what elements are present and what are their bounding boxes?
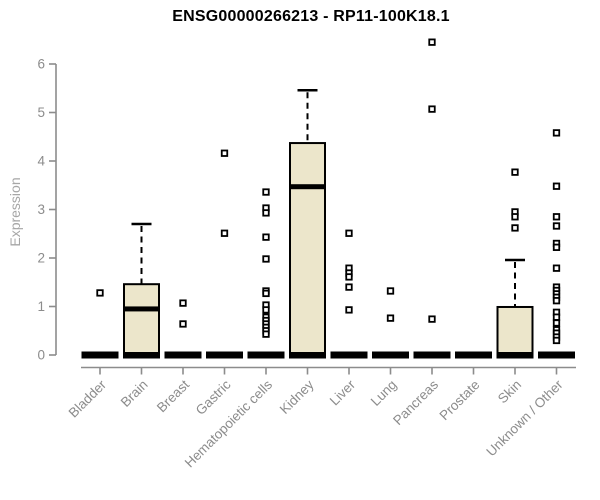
outlier-unknown-other-6 <box>552 264 561 272</box>
outlier-bladder-0 <box>96 289 104 297</box>
x-tick-label-pancreas: Pancreas <box>390 377 441 428</box>
y-tick-label-1: 1 <box>37 299 45 314</box>
box-brain <box>123 283 160 356</box>
outlier-lung-0 <box>386 287 395 295</box>
collapsed-box-lung <box>372 351 409 359</box>
outlier-unknown-other-13 <box>552 313 561 321</box>
y-tick-label-5: 5 <box>37 105 45 120</box>
x-tick-label-bladder: Bladder <box>66 377 110 421</box>
outlier-unknown-other-2 <box>552 213 561 221</box>
x-tick-label-liver: Liver <box>327 377 359 409</box>
outlier-liver-4 <box>345 283 353 291</box>
outlier-liver-3 <box>345 273 353 281</box>
outlier-pancreas-2 <box>428 315 436 323</box>
outlier-breast-1 <box>179 320 187 328</box>
outlier-hematopoietic-cells-8 <box>262 306 270 314</box>
median-brain <box>123 306 160 312</box>
outlier-hematopoietic-cells-0 <box>262 188 270 196</box>
outlier-unknown-other-14 <box>552 319 561 327</box>
outlier-hematopoietic-cells-6 <box>262 289 270 298</box>
x-tick-label-lung: Lung <box>368 377 400 409</box>
outlier-unknown-other-5 <box>552 243 561 251</box>
x-tick-label-unknown-other: Unknown / Other <box>483 377 566 460</box>
chart-title: ENSG00000266213 - RP11-100K18.1 <box>172 8 450 25</box>
box-skin <box>496 305 534 356</box>
collapsed-box-bladder <box>81 351 119 359</box>
outlier-unknown-other-11 <box>552 297 561 305</box>
outlier-unknown-other-18 <box>552 336 561 345</box>
x-tick-label-brain: Brain <box>118 377 151 410</box>
collapsed-box-prostate <box>455 351 492 359</box>
box-kidney <box>289 142 326 356</box>
outlier-liver-0 <box>345 229 353 237</box>
outlier-liver-5 <box>345 306 353 314</box>
x-tick-label-breast: Breast <box>154 377 192 415</box>
x-tick-label-kidney: Kidney <box>277 377 317 417</box>
outlier-gastric-1 <box>220 229 229 237</box>
outlier-hematopoietic-cells-3 <box>262 233 270 241</box>
outlier-unknown-other-1 <box>552 182 561 190</box>
collapsed-box-gastric <box>206 351 243 359</box>
collapsed-box-pancreas <box>413 351 451 359</box>
outlier-hematopoietic-cells-14 <box>262 330 270 338</box>
outlier-pancreas-1 <box>428 105 436 113</box>
outlier-gastric-0 <box>220 149 229 157</box>
outlier-unknown-other-3 <box>552 222 561 230</box>
outlier-lung-1 <box>386 314 395 322</box>
x-tick-label-gastric: Gastric <box>193 377 234 418</box>
collapsed-box-breast <box>164 351 202 359</box>
y-tick-label-6: 6 <box>37 57 45 72</box>
collapsed-box-unknown-other <box>538 351 575 359</box>
outlier-breast-0 <box>179 299 187 307</box>
y-tick-label-4: 4 <box>37 154 45 169</box>
y-tick-label-0: 0 <box>37 348 45 363</box>
lower-hinge-skin <box>496 352 534 359</box>
outlier-hematopoietic-cells-2 <box>262 209 270 217</box>
y-tick-label-3: 3 <box>37 202 45 217</box>
collapsed-box-liver <box>330 351 368 359</box>
outlier-unknown-other-0 <box>552 129 561 137</box>
lower-hinge-kidney <box>289 352 326 359</box>
collapsed-box-hematopoietic-cells <box>247 351 285 359</box>
outlier-pancreas-0 <box>428 38 436 46</box>
outlier-skin-2 <box>511 213 519 221</box>
outlier-skin-3 <box>511 224 519 232</box>
lower-hinge-brain <box>123 352 160 359</box>
median-kidney <box>289 184 326 190</box>
x-tick-label-prostate: Prostate <box>436 377 482 423</box>
y-tick-label-2: 2 <box>37 251 45 266</box>
outlier-hematopoietic-cells-4 <box>262 255 270 263</box>
x-tick-label-skin: Skin <box>495 377 524 406</box>
outlier-skin-0 <box>511 168 519 176</box>
